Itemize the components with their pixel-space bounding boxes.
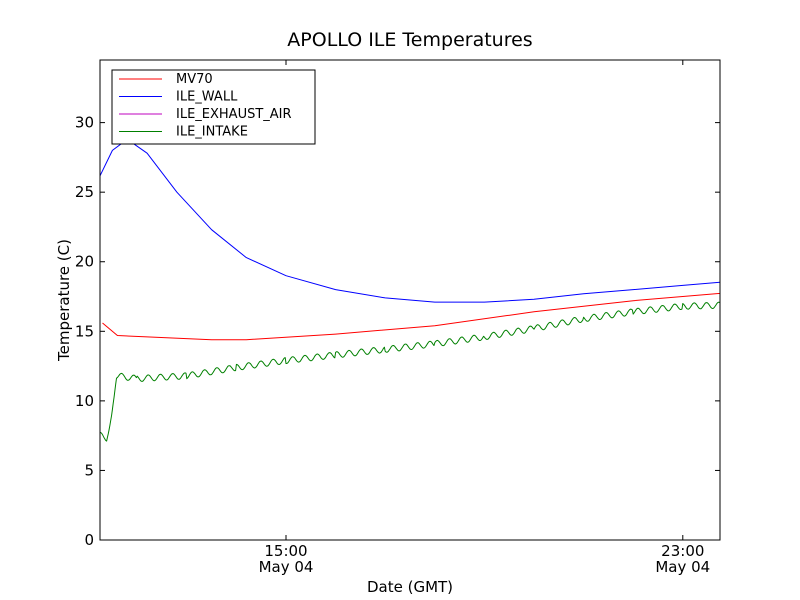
legend-label: MV70 [176,72,213,87]
y-tick-label: 10 [75,392,94,410]
plot-frame [99,59,721,541]
x-tick-time-label: 15:00 [264,542,307,560]
series-line-mv70 [102,292,720,341]
x-tick-time-label: 23:00 [661,542,704,560]
legend-label: ILE_EXHAUST_AIR [176,107,292,122]
x-tick-date-label: May 04 [259,558,314,576]
series-line-ile-wall [100,138,720,303]
legend: MV70 ILE_WALL ILE_EXHAUST_AIR ILE_INTAKE [111,69,316,145]
y-tick-label: 0 [84,531,94,549]
y-tick-label: 5 [84,461,94,479]
x-axis-label: Date (GMT) [367,578,453,596]
y-tick-label: 30 [75,114,94,132]
y-tick-label: 20 [75,253,94,271]
x-tick-date-label: May 04 [655,558,710,576]
series-line-ile-intake [100,301,720,442]
series-layer [100,138,720,442]
chart-title: APOLLO ILE Temperatures [287,29,532,51]
legend-label: ILE_INTAKE [176,125,248,140]
y-tick-label: 25 [75,183,94,201]
y-axis-label: Temperature (C) [55,239,73,362]
legend-label: ILE_WALL [176,90,238,105]
y-tick-label: 15 [75,322,94,340]
